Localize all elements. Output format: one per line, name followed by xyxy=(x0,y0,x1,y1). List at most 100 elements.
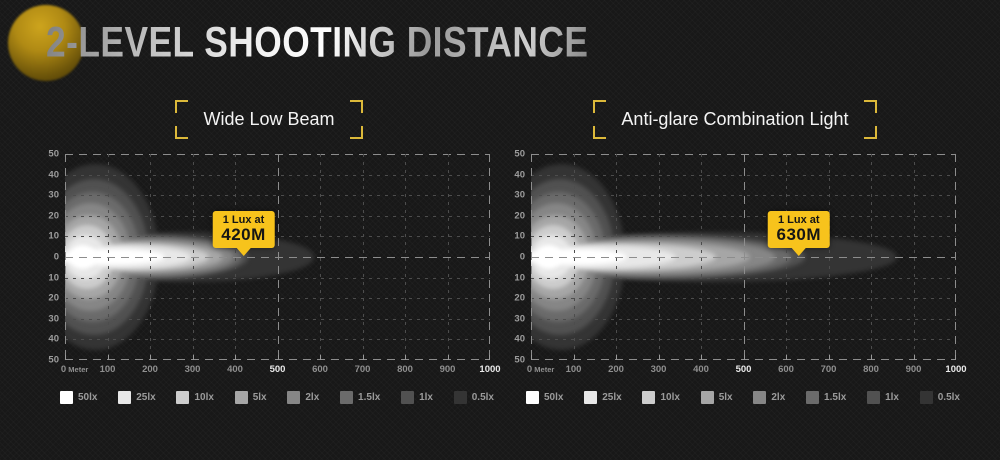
gridline-vertical xyxy=(65,154,66,360)
legend-item-5lx: 5lx xyxy=(700,390,733,404)
x-tick-label: 1000 xyxy=(945,364,967,375)
axis-tick xyxy=(235,355,236,360)
axis-tick xyxy=(701,355,702,360)
legend-label: 5lx xyxy=(718,391,733,403)
y-tick-label: 50 xyxy=(48,148,59,160)
x-axis-labels: 0 Meter 100 200 300 400 500 600 700 800 900 1000 xyxy=(61,364,501,378)
beam-mode-header: Anti-glare Combination Light xyxy=(593,100,877,139)
x-tick-label: 200 xyxy=(608,364,624,375)
callout-caption: 1 Lux at xyxy=(777,214,820,227)
gridline-vertical xyxy=(531,154,532,360)
gridline-vertical xyxy=(743,154,745,360)
beam-plot-anti-glare: 1 Lux at 630M xyxy=(531,154,956,360)
gridline-vertical xyxy=(405,154,406,360)
y-tick-label: 20 xyxy=(514,292,525,304)
axis-tick xyxy=(107,355,109,360)
y-tick-label: 10 xyxy=(48,230,59,242)
y-tick-label: 10 xyxy=(48,272,59,284)
axis-tick xyxy=(616,355,617,360)
x-tick-label: 0 Meter xyxy=(60,364,89,375)
x-tick-label: 400 xyxy=(693,364,709,375)
y-tick-label: 20 xyxy=(514,210,525,222)
callout-distance: 630M xyxy=(776,225,822,245)
y-tick-label: 30 xyxy=(514,189,525,201)
x-tick-label: 800 xyxy=(397,364,413,375)
gridline-vertical xyxy=(913,154,915,360)
axis-tick xyxy=(320,355,321,360)
callout-box: 1 Lux at 420M xyxy=(212,211,275,249)
legend-label: 2lx xyxy=(771,391,786,403)
beam-layer-blob-50lx xyxy=(69,244,97,270)
legend-swatch xyxy=(60,390,73,404)
legend-item-10lx: 10lx xyxy=(642,390,680,404)
x-tick-label: 400 xyxy=(227,364,243,375)
gridline-vertical xyxy=(150,154,151,360)
legend-swatch xyxy=(526,390,539,404)
legend-swatch xyxy=(700,390,714,404)
lux-distance-callout: 1 Lux at 420M xyxy=(212,211,275,257)
legend-label: 10lx xyxy=(194,391,214,403)
legend-label: 5lx xyxy=(252,391,267,403)
gridline-vertical xyxy=(616,154,617,360)
axis-tick xyxy=(192,355,194,360)
axis-tick xyxy=(65,355,66,360)
corner-bracket-icon xyxy=(349,100,363,113)
gridline-vertical xyxy=(871,154,872,360)
x-tick-label: 500 xyxy=(269,364,286,375)
axis-tick xyxy=(743,355,745,360)
y-tick-label: 10 xyxy=(514,230,525,242)
legend-item-50lx: 50lx xyxy=(60,390,98,404)
x-tick-label: 600 xyxy=(312,364,328,375)
x-tick-label: 1000 xyxy=(479,364,501,375)
legend-item-0.5lx: 0.5lx xyxy=(919,390,960,404)
legend-label: 2lx xyxy=(305,391,320,403)
legend-swatch xyxy=(919,390,933,404)
axis-tick xyxy=(489,355,490,360)
corner-bracket-icon xyxy=(349,126,363,139)
beam-mode-header: Wide Low Beam xyxy=(175,100,363,139)
beam-mode-label: Wide Low Beam xyxy=(203,109,335,129)
legend-item-2lx: 2lx xyxy=(753,390,786,404)
y-tick-label: 30 xyxy=(514,313,525,325)
gridline-vertical xyxy=(955,154,956,360)
y-tick-label: 20 xyxy=(48,210,59,222)
legend-swatch xyxy=(340,390,354,404)
gridline-vertical xyxy=(489,154,490,360)
legend-item-1.5lx: 1.5lx xyxy=(806,390,847,404)
legend-label: 25lx xyxy=(602,391,622,403)
axis-tick xyxy=(658,355,660,360)
axis-tick xyxy=(150,355,151,360)
gridline-vertical xyxy=(362,154,364,360)
gridline-vertical xyxy=(107,154,109,360)
panel-wide-low-beam: Wide Low Beam 50 40 30 20 10 0 10 20 30 40 50 1 Lu… xyxy=(38,92,501,432)
gold-sphere-icon xyxy=(8,5,84,81)
x-tick-label: 900 xyxy=(439,364,456,375)
panel-anti-glare-combination-light: Anti-glare Combination Light 50 40 30 20 10 0… xyxy=(504,92,967,432)
gridline-vertical xyxy=(320,154,321,360)
legend-label: 50lx xyxy=(78,391,98,403)
x-axis-unit: Meter xyxy=(532,365,555,374)
gridline-vertical xyxy=(786,154,787,360)
legend-label: 1.5lx xyxy=(824,391,847,403)
gridline-vertical xyxy=(573,154,575,360)
gridline-vertical xyxy=(235,154,236,360)
y-tick-label: 50 xyxy=(514,354,525,366)
x-axis-unit: Meter xyxy=(66,365,89,374)
legend-label: 50lx xyxy=(544,391,564,403)
legend-item-2lx: 2lx xyxy=(287,390,320,404)
lux-distance-callout: 1 Lux at 630M xyxy=(767,211,831,257)
axis-tick xyxy=(362,355,364,360)
legend-swatch xyxy=(453,390,467,404)
callout-pointer-icon xyxy=(791,248,806,257)
axis-tick xyxy=(913,355,915,360)
beam-mode-label: Anti-glare Combination Light xyxy=(621,109,849,129)
axis-tick xyxy=(871,355,872,360)
x-tick-label: 700 xyxy=(354,364,371,375)
legend-label: 25lx xyxy=(136,391,156,403)
y-axis-labels: 50 40 30 20 10 0 10 20 30 40 50 xyxy=(38,149,62,366)
legend-label: 1lx xyxy=(885,391,899,403)
y-tick-label: 40 xyxy=(48,333,59,345)
callout-pointer-icon xyxy=(236,248,251,257)
y-tick-label: 50 xyxy=(48,354,59,366)
legend-swatch xyxy=(753,390,767,404)
